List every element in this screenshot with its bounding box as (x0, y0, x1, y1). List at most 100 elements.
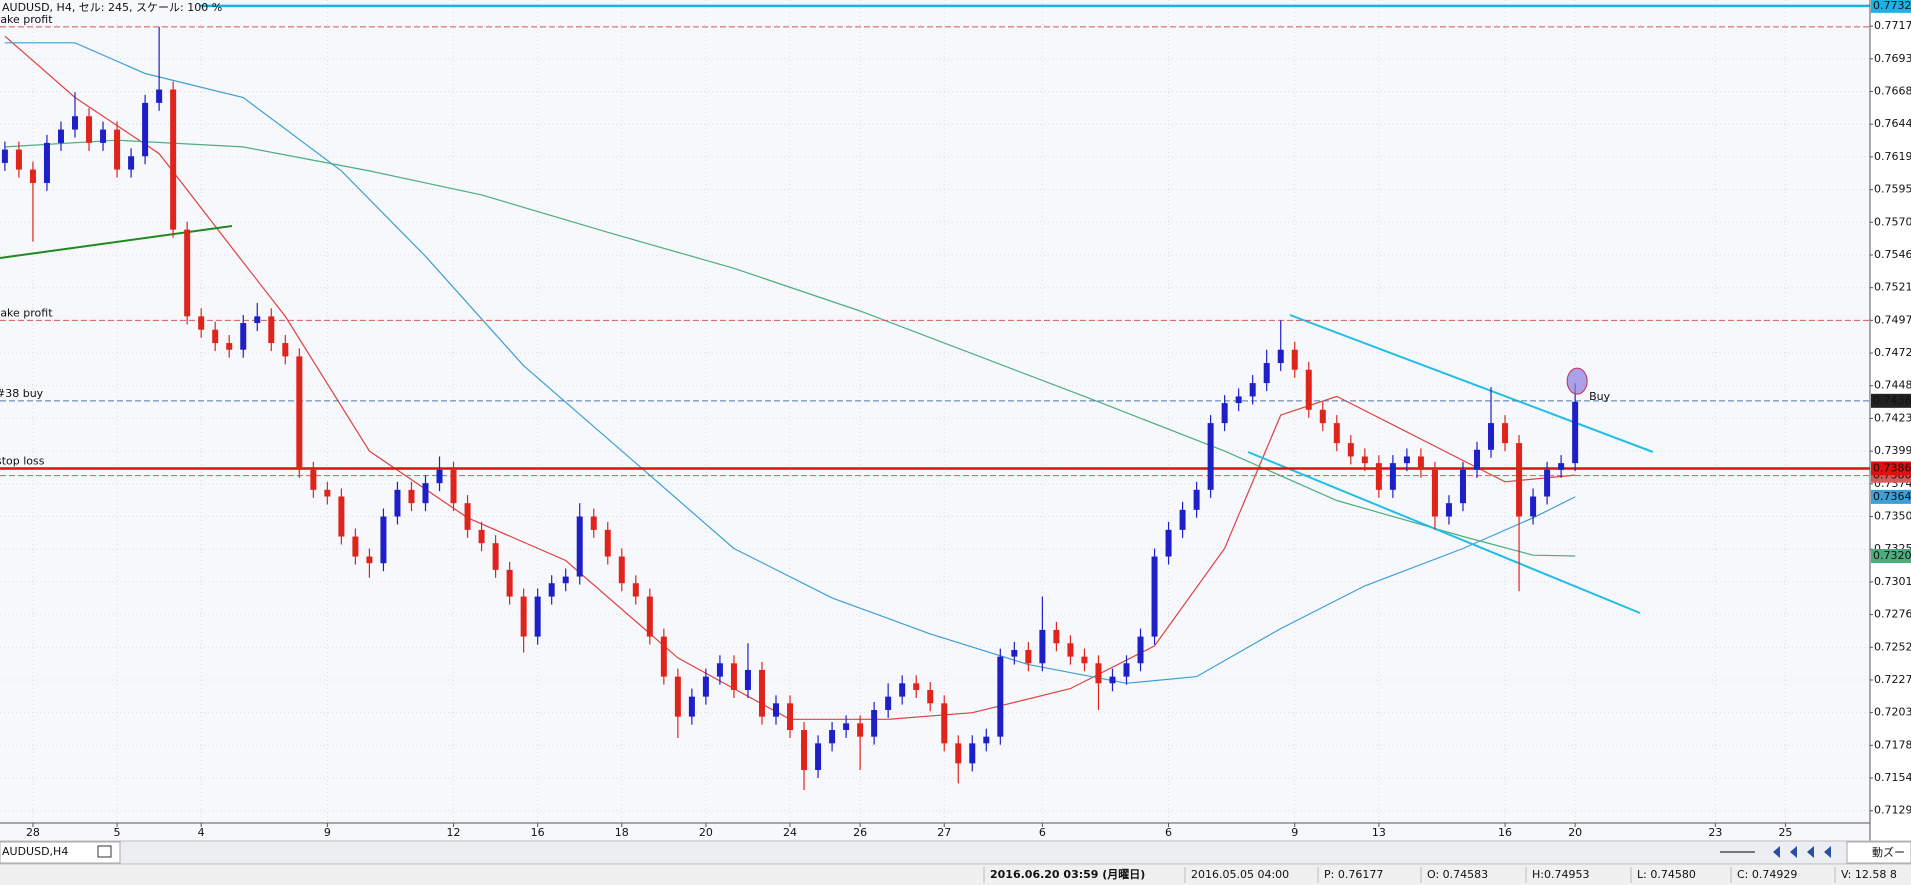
channel-upper (1289, 314, 1654, 453)
level-name: stop loss (0, 454, 45, 467)
candle-body (226, 343, 233, 350)
candle-body (955, 743, 962, 764)
level-name: take profit (0, 306, 53, 319)
candle-body (1011, 649, 1018, 657)
candle-body (1221, 403, 1228, 424)
candle-body (1081, 656, 1088, 664)
y-tick-label: 0.71295 (1874, 804, 1911, 817)
candle-body (590, 516, 597, 530)
candle-body (464, 503, 471, 530)
x-tick-label: 20 (699, 826, 713, 839)
x-tick-label: 6 (1039, 826, 1046, 839)
candle-body (380, 516, 387, 564)
status-field: O: 0.74583 (1427, 868, 1488, 881)
level-name: take profit (0, 13, 53, 26)
candle-body (1333, 423, 1340, 444)
candle-body (1530, 496, 1537, 517)
candle-body (1459, 469, 1466, 504)
candle-body (674, 676, 681, 717)
candle-body (1558, 463, 1565, 470)
candle-body (857, 723, 864, 737)
candle-body (548, 583, 555, 597)
scroll-button[interactable] (1824, 846, 1831, 858)
moving-average (4, 139, 1576, 557)
level-label-bg (1871, 461, 1911, 476)
candle-body (1347, 443, 1354, 457)
moving-average (4, 35, 1576, 720)
candle-body (282, 343, 289, 357)
status-field: P: 0.76177 (1324, 868, 1383, 881)
candle-body (562, 576, 569, 584)
y-tick-label: 0.77175 (1874, 19, 1911, 32)
candle-body (997, 656, 1004, 737)
buy-marker (1566, 367, 1588, 395)
candle-body (773, 703, 779, 717)
tab-row (0, 840, 1911, 865)
tab-label[interactable]: AUDUSD,H4 (2, 845, 68, 858)
candle-body (492, 543, 499, 570)
candle-body (436, 469, 443, 484)
candle-body (1067, 643, 1074, 657)
price-axis (1870, 0, 1911, 841)
x-tick-label: 25 (1778, 826, 1792, 839)
candle-body (15, 149, 22, 170)
candle-body (829, 729, 836, 744)
candle-body (310, 469, 317, 490)
candle-body (871, 709, 878, 737)
x-tick-label: 18 (615, 826, 629, 839)
candle-body (815, 743, 822, 771)
x-tick-label: 6 (1165, 826, 1172, 839)
candle-body (716, 663, 723, 677)
candle-body (758, 669, 765, 717)
status-bar (0, 865, 1911, 885)
candle-body (983, 736, 990, 744)
candle-body (1207, 423, 1214, 490)
candle-body (72, 116, 78, 130)
candle-body (1249, 383, 1256, 397)
candle-body (688, 696, 695, 717)
candle-body (843, 723, 850, 730)
y-tick-label: 0.76685 (1874, 85, 1911, 98)
candle-body (29, 169, 36, 183)
level-label-bg (1871, 393, 1911, 408)
candle-body (338, 496, 345, 537)
candle-body (506, 569, 513, 597)
candle-body (114, 129, 121, 170)
candle-body (1319, 409, 1326, 424)
tab[interactable] (0, 841, 121, 864)
candle-body (184, 229, 191, 317)
candle-body (730, 663, 737, 690)
candle-body (801, 729, 808, 771)
candle-body (100, 129, 107, 143)
scroll-button[interactable] (1773, 846, 1780, 858)
candle-body (1193, 489, 1200, 510)
x-tick-label: 5 (114, 826, 121, 839)
x-tick-label: 26 (853, 826, 867, 839)
candle-body (1277, 349, 1284, 364)
candle-body (660, 636, 667, 677)
zoom-label[interactable]: 動ズー (1872, 845, 1905, 859)
x-tick-label: 16 (1498, 826, 1512, 839)
scroll-button[interactable] (1807, 846, 1814, 858)
candle-body (1123, 663, 1130, 677)
candle-body (156, 89, 163, 103)
candle-body (1544, 469, 1551, 497)
zoom-button[interactable] (1846, 841, 1911, 864)
candle-body (618, 556, 625, 584)
candle-body (1488, 423, 1495, 450)
trend-line (0, 225, 233, 259)
x-tick-label: 27 (937, 826, 951, 839)
scroll-button[interactable] (1790, 846, 1797, 858)
candle-body (632, 583, 639, 597)
candle-body (1417, 456, 1424, 470)
